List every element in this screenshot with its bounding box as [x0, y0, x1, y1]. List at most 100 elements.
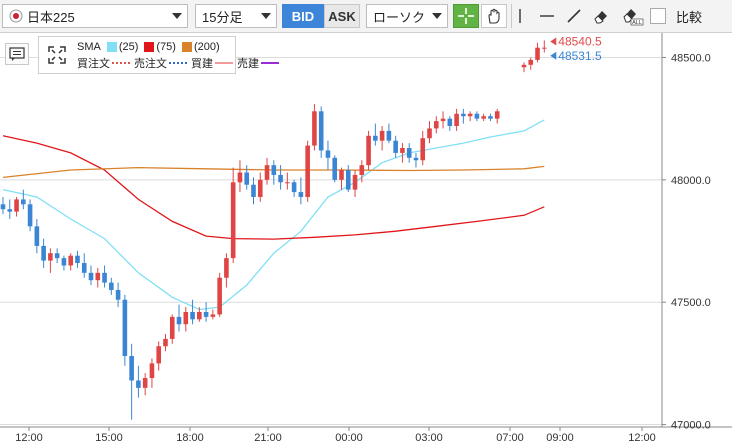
sell-order-line [169, 62, 187, 64]
candle-down [251, 184, 256, 197]
symbol-select[interactable]: 日本225 [2, 4, 188, 28]
time-tick-label: 03:00 [415, 432, 443, 444]
message-icon [9, 47, 25, 61]
price-tick-label: 47000.0 [671, 420, 711, 432]
candle-down [34, 226, 40, 246]
sma-75-line [2, 135, 545, 240]
compare-toggle[interactable]: 比較 [650, 4, 730, 28]
candle-down [129, 356, 134, 381]
candle-down [474, 113, 480, 119]
sma-75-swatch [144, 42, 155, 52]
candle-down [325, 150, 331, 158]
candle-down [291, 182, 297, 193]
crosshair-button[interactable] [453, 4, 479, 28]
candle-up [528, 59, 534, 65]
candle-up [257, 179, 263, 197]
candle-down [488, 116, 493, 119]
compare-label: 比較 [676, 9, 703, 25]
candle-down [75, 255, 80, 264]
eraser-all-button[interactable]: ALL [617, 4, 647, 28]
sma-label: SMA [77, 41, 101, 53]
candle-down [298, 192, 304, 197]
svg-text:ALL: ALL [632, 20, 642, 26]
bid-button[interactable]: BID [282, 4, 324, 28]
candle-up [264, 165, 270, 180]
candle-down [190, 311, 195, 320]
candle-up [142, 378, 148, 388]
candle-up [379, 130, 385, 141]
candle-up [420, 138, 426, 161]
candle-up [400, 148, 405, 153]
price-tick-label: 48000.0 [671, 175, 711, 187]
toolbar-divider [511, 4, 512, 28]
vertical-line-button[interactable] [507, 4, 533, 28]
candle-up [339, 170, 344, 180]
candle-up [197, 311, 202, 320]
candle-down [332, 157, 338, 180]
candle-down [271, 165, 277, 175]
candle-down [0, 204, 6, 210]
trendline-button[interactable] [561, 4, 587, 28]
candle-up [68, 255, 73, 266]
price-label: 48540.5 [558, 35, 602, 49]
interval-select[interactable]: 15分足 [195, 4, 277, 28]
candle-down [176, 316, 182, 325]
interval-label: 15分足 [202, 9, 243, 25]
eraser-button[interactable] [588, 4, 614, 28]
candle-up [183, 311, 189, 325]
chart-type-label: ローソク [373, 9, 426, 25]
time-axis: 12:00 15:00 18:00 21:00 00:00 03:00 07:00 09:00… [15, 427, 656, 444]
sma-legend-row: SMA (25) (75) (200) [77, 40, 220, 54]
eraser-icon [594, 11, 607, 24]
time-tick-label: 12:00 [628, 432, 656, 444]
candle-up [481, 116, 486, 119]
candle-up [156, 346, 162, 364]
candle-down [109, 282, 114, 290]
time-tick-label: 15:00 [95, 432, 123, 444]
trendline-icon [567, 9, 581, 23]
buy-order-label: 買注文 [77, 58, 110, 70]
candle-up [224, 258, 229, 278]
chevron-down-icon [261, 13, 271, 19]
sma-25-line [2, 119, 545, 311]
candle-down [447, 118, 453, 126]
candle-down [318, 111, 324, 151]
sma-200-label: (200) [193, 41, 220, 53]
expand-icon[interactable] [47, 45, 67, 65]
sma-25-swatch [106, 42, 117, 52]
japan-flag-icon [9, 9, 23, 23]
candle-down [41, 245, 46, 261]
candle-down [345, 170, 351, 190]
candle-up [312, 111, 317, 146]
candle-up [305, 145, 310, 197]
chart-type-select[interactable]: ローソク [366, 4, 448, 28]
candle-up [440, 118, 446, 122]
candle-down [386, 130, 392, 141]
candle-down [244, 172, 250, 185]
price-marker [550, 51, 557, 60]
candle-up [433, 121, 439, 129]
candle-up [230, 182, 236, 259]
compare-checkbox[interactable] [650, 8, 666, 24]
order-panel-button[interactable] [5, 43, 29, 65]
horizontal-line-icon [540, 15, 554, 17]
horizontal-line-button[interactable] [534, 4, 560, 28]
candle-down [21, 199, 26, 205]
candle-up [285, 182, 290, 184]
candle-up [169, 316, 175, 339]
candle-down [406, 148, 412, 158]
sma-25-label: (25) [118, 41, 139, 53]
grid [0, 56, 662, 426]
candle-up [217, 277, 222, 315]
time-tick-label: 18:00 [176, 432, 204, 444]
candle-down [61, 258, 67, 266]
candle-up [95, 272, 101, 281]
time-tick-label: 07:00 [496, 432, 524, 444]
ask-button[interactable]: ASK [324, 4, 360, 28]
candle-down [203, 311, 209, 317]
hand-button[interactable] [481, 4, 507, 28]
candle-up [454, 113, 459, 126]
candles [0, 40, 547, 420]
